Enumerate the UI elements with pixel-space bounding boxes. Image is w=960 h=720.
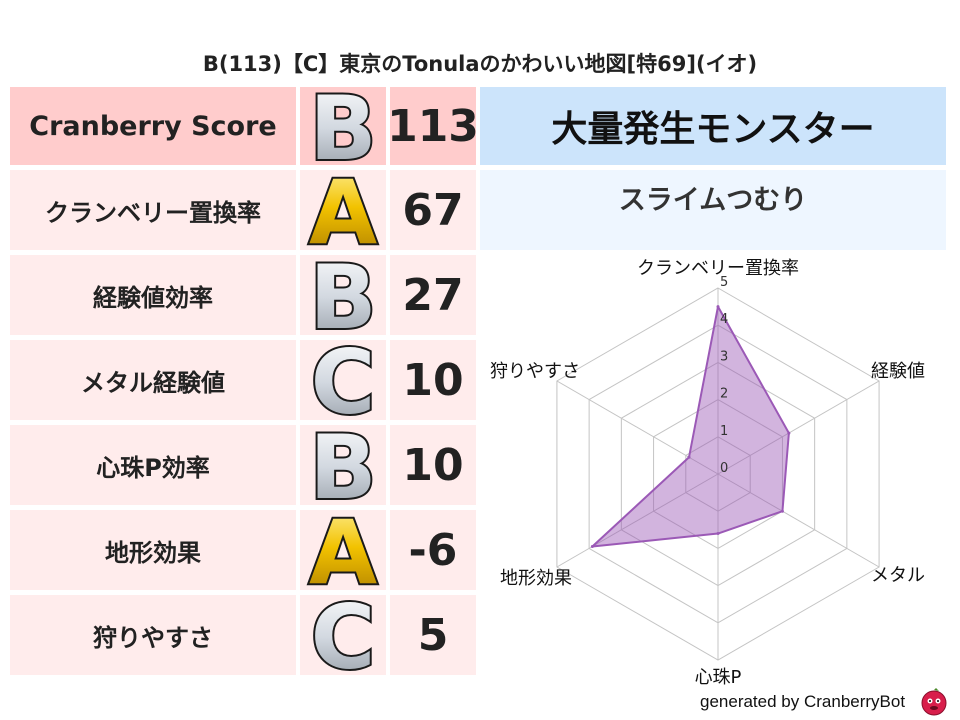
score-header-grade: B — [300, 83, 386, 169]
grade-letter: B — [309, 83, 376, 169]
tick-label: 0 — [720, 461, 728, 476]
monster-name: スライムつむり — [480, 170, 946, 250]
score-row-label: メタル経験値 — [10, 340, 296, 420]
tick-label: 5 — [720, 275, 728, 290]
data-point — [787, 431, 791, 435]
grade-badge-icon: C — [309, 337, 378, 423]
score-row-label: クランベリー置換率 — [10, 170, 296, 250]
score-row-grade: B — [300, 422, 386, 508]
grid-spoke — [717, 380, 880, 475]
data-point — [590, 545, 594, 549]
score-row-grade: A — [300, 167, 386, 253]
grade-badge-icon: B — [307, 252, 378, 338]
grade-letter: A — [309, 167, 377, 253]
axis-label: 経験値 — [871, 361, 925, 382]
grade-badge-icon: C — [309, 592, 378, 678]
grid-spoke — [556, 473, 719, 568]
grade-badge-icon: A — [307, 167, 379, 253]
data-point — [716, 532, 720, 536]
score-row-value: 27 — [390, 255, 476, 335]
page-title: B(113)【C】東京のTonulaのかわいい地図[特69](イオ) — [202, 52, 758, 76]
data-point — [687, 455, 691, 459]
monster-header: 大量発生モンスター — [480, 87, 946, 165]
cranberry-mascot-icon — [921, 688, 947, 716]
grade-letter: C — [311, 592, 376, 678]
score-row-grade: B — [300, 252, 386, 338]
score-row-value: 5 — [390, 595, 476, 675]
tick-label: 4 — [720, 312, 728, 327]
axis-label: クランベリー置換率 — [637, 258, 799, 279]
tick-label: 2 — [720, 387, 728, 402]
axis-label: 心珠P — [695, 667, 742, 688]
score-header-value: 113 — [387, 87, 479, 165]
grade-letter: A — [309, 507, 377, 593]
grid-spoke — [717, 473, 880, 568]
grade-badge-icon: A — [307, 507, 379, 593]
score-row-label: 狩りやすさ — [10, 595, 296, 675]
score-row-value: 10 — [390, 425, 476, 505]
tick-label: 1 — [720, 424, 728, 439]
score-header-label: Cranberry Score — [10, 87, 296, 165]
grade-badge-icon: B — [307, 422, 378, 508]
tick-label: 3 — [720, 349, 728, 364]
score-row-value: 67 — [390, 170, 476, 250]
score-row-label: 経験値効率 — [10, 255, 296, 335]
axis-label: 地形効果 — [500, 568, 572, 589]
axis-label: メタル — [871, 565, 925, 586]
score-row-value: 10 — [390, 340, 476, 420]
score-row-grade: C — [300, 592, 386, 678]
data-point — [780, 509, 784, 513]
axis-label: 狩りやすさ — [490, 361, 580, 382]
data-point — [716, 305, 720, 309]
grade-letter: B — [309, 252, 376, 338]
grade-letter: C — [311, 337, 376, 423]
grade-letter: B — [309, 422, 376, 508]
score-row-label: 地形効果 — [10, 510, 296, 590]
footer-credit: generated by CranberryBot — [700, 692, 906, 711]
score-row-grade: A — [300, 507, 386, 593]
score-row-grade: C — [300, 337, 386, 423]
grade-badge-icon: B — [307, 83, 378, 169]
score-row-label: 心珠P効率 — [10, 425, 296, 505]
grid-spoke — [556, 380, 719, 475]
score-row-value: -6 — [390, 510, 476, 590]
